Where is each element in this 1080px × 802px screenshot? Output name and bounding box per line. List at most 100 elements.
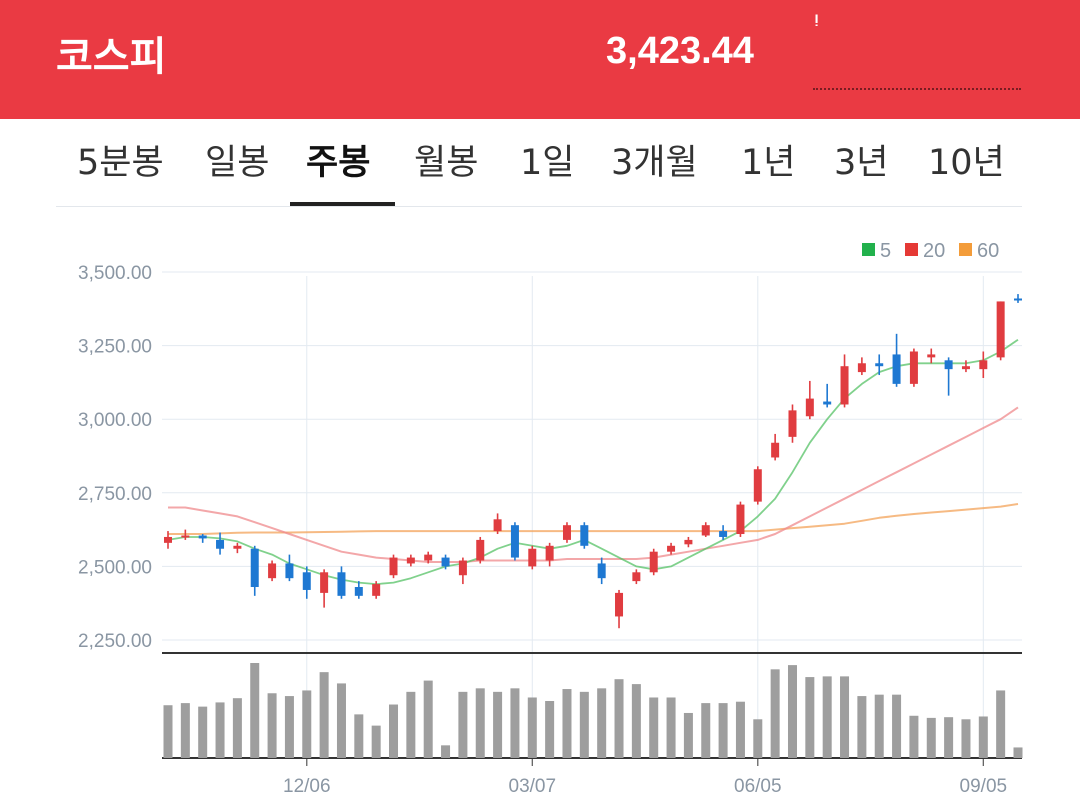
volume-bar [753,719,763,758]
volume-bar [770,669,780,758]
candle-body [615,592,624,617]
candle-body [198,535,207,539]
price-change-placeholder [813,88,1021,90]
candle [1014,294,1022,303]
candle [857,357,866,376]
volume-bar [371,725,381,758]
candle [580,522,589,549]
tab-1year[interactable]: 1년 [741,143,796,183]
candle-body [528,548,537,567]
volume-bar [683,712,693,758]
candle-body [857,363,866,373]
kospi-weekly-chart[interactable]: 3,500.00 3,250.00 3,000.00 2,750.00 2,500.00… [0,210,1080,800]
volume-bar [250,663,260,758]
volume-bar [909,715,919,758]
candle-body [701,525,710,536]
volume-bar [493,691,503,758]
candle [354,581,363,599]
candle-body [771,442,780,458]
volume-bar [614,679,624,758]
candle [909,348,918,387]
volume-bar [267,693,277,758]
volume-bar [718,703,728,758]
tab-daily[interactable]: 일봉 [205,143,270,183]
volume-bar [406,691,416,758]
ma5-line [167,338,1019,586]
volume-bar [215,702,225,758]
candle-body [458,560,467,576]
candle [476,536,485,564]
candle-body [979,360,988,370]
tab-1day[interactable]: 1일 [520,143,575,183]
candle-body [632,572,641,582]
candle [302,566,311,599]
volume-bar [978,716,988,758]
candle-body [545,545,554,561]
volume-bar [354,714,364,758]
volume-bar [666,697,676,758]
volume-bar [735,701,745,758]
candle-body [476,539,485,561]
price-change-indicator: ᵎ [815,8,819,33]
volume-bar [198,706,208,758]
candle [181,529,190,540]
active-tab-indicator [290,202,395,206]
candle [164,531,172,549]
candle-body [719,531,728,537]
candle-body [510,525,519,558]
candle-body [354,587,363,596]
y-tick-label: 3,250.00 [78,337,152,358]
volume-bar [944,717,954,758]
candle [736,501,745,537]
volume-bar [787,665,797,758]
tab-10year[interactable]: 10년 [928,143,1005,183]
candle [458,557,467,585]
volume-bar [649,697,659,758]
candle [719,525,728,540]
volume-bar [475,688,485,758]
candle [268,560,277,582]
candle [649,548,658,576]
tab-5min[interactable]: 5분봉 [77,143,164,183]
volume-bar [284,696,294,758]
volume-bar [874,694,884,758]
candle [493,513,502,535]
volume-bar [822,676,832,758]
candle [562,522,571,543]
candle-body [892,354,901,384]
period-tabs: 5분봉 일봉 주봉 월봉 1일 3개월 1년 3년 10년 [0,120,1080,208]
tabs-divider [56,206,1022,207]
candle [615,589,624,629]
volume-bar [840,676,850,758]
volume-bar [232,698,242,758]
volume-bar [996,690,1006,758]
tab-weekly[interactable]: 주봉 [306,143,371,183]
tab-3year[interactable]: 3년 [834,143,889,183]
tab-monthly[interactable]: 월봉 [414,143,479,183]
candle [892,333,901,387]
candle [684,536,693,548]
y-tick-label: 3,000.00 [78,410,152,431]
candle-body [840,366,849,405]
volume-bar [805,677,815,758]
candle [424,551,433,564]
index-price: 3,423.44 [606,30,754,72]
volume-bar [926,717,936,758]
volume-bar [319,672,329,758]
candle-body [233,545,242,549]
candle-body [337,572,346,596]
candle-body [649,551,658,573]
tab-3month[interactable]: 3개월 [611,143,698,183]
ma60-line [168,503,1019,535]
candle [771,433,780,461]
x-tick-label: 12/06 [283,776,331,797]
volume-bar [562,689,572,758]
candle-body [493,519,502,532]
candle-body [302,572,311,590]
legend-swatch [862,243,875,256]
chart-legend: 5 20 60 [862,240,999,262]
candle [927,348,936,364]
x-tick-label: 09/05 [960,776,1008,797]
candle [198,534,207,543]
candle-body [753,469,762,502]
